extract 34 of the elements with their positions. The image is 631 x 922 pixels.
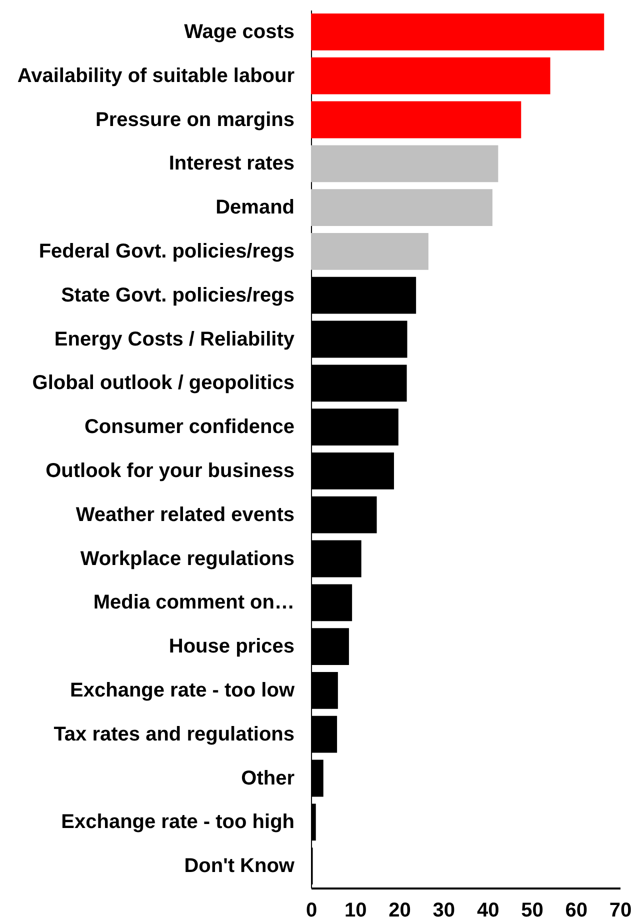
y-tick-label: Demand (216, 196, 294, 219)
y-tick-label: State Govt. policies/regs (61, 284, 294, 306)
x-tick-label: 10 (344, 900, 367, 922)
y-tick-label: Other (241, 767, 295, 790)
x-tick-label: 70 (609, 900, 631, 922)
x-tick-label: 60 (565, 900, 588, 922)
y-tick-label: Pressure on margins (96, 108, 294, 131)
y-tick-label: Media comment on… (93, 592, 294, 614)
bar (311, 145, 498, 182)
y-tick-label: Global outlook / geopolitics (32, 372, 294, 394)
x-tick-label: 50 (521, 900, 544, 922)
y-tick-label: Exchange rate - too low (70, 679, 295, 702)
x-tick-label: 20 (388, 900, 411, 922)
bar (311, 57, 550, 94)
bar (311, 14, 604, 50)
y-tick-label: Availability of suitable labour (17, 64, 295, 87)
bar (311, 233, 428, 270)
y-tick-label: House prices (168, 636, 294, 658)
x-tick-label: 40 (476, 900, 500, 922)
y-tick-label: Don't Know (184, 855, 295, 878)
y-tick-label: Federal Govt. policies/regs (38, 240, 294, 262)
y-tick-label: Outlook for your business (46, 460, 294, 482)
y-tick-label: Consumer confidence (84, 416, 294, 438)
bar (311, 101, 522, 138)
y-tick-label: Workplace regulations (80, 548, 294, 570)
bar (311, 189, 492, 226)
x-tick-label: 30 (432, 900, 456, 922)
y-tick-label: Weather related events (76, 504, 294, 526)
y-tick-label: Interest rates (168, 152, 294, 175)
x-tick-label: 0 (306, 900, 318, 922)
y-tick-label: Wage costs (184, 20, 294, 43)
y-tick-label: Energy Costs / Reliability (54, 328, 296, 350)
y-tick-label: Tax rates and regulations (54, 723, 294, 746)
y-tick-label: Exchange rate - too high (61, 811, 294, 834)
